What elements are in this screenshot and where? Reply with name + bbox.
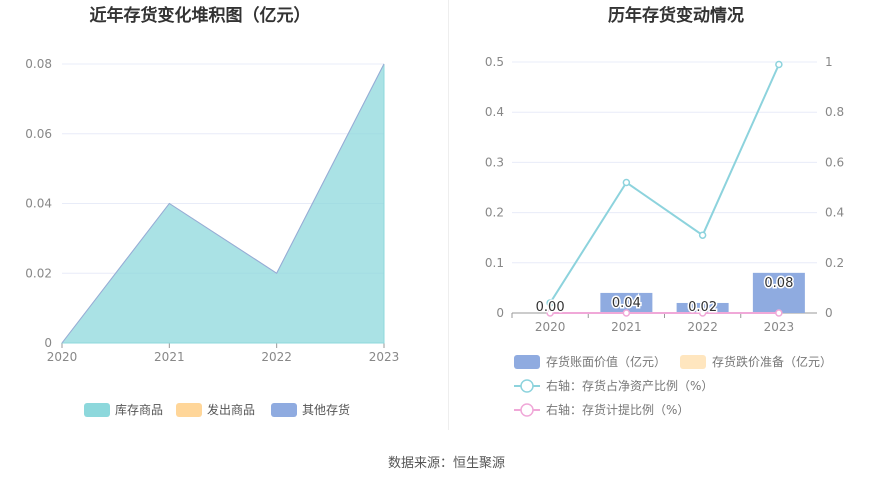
- y-tick-label: 0.06: [25, 127, 52, 141]
- line-point: [546, 309, 554, 317]
- y-tick-label: 0.04: [25, 197, 52, 211]
- area-series: [61, 63, 385, 344]
- right-y-tick-label: 0.8: [825, 105, 844, 119]
- left-y-tick-label: 0.3: [485, 155, 504, 169]
- line-point: [622, 178, 631, 187]
- right-y-tick-label: 0.2: [825, 256, 844, 270]
- left-chart-title: 近年存货变化堆积图（亿元）: [90, 5, 311, 26]
- left-y-tick-label: 0.1: [485, 256, 504, 270]
- bar-data-label: 0.00: [536, 300, 565, 315]
- bar-data-label: 0.04: [612, 296, 641, 311]
- x-tick-label: 2023: [369, 350, 400, 364]
- right-bar-line-chart: 0 0 0.1 0.2 0.2 0.4 0.3 0.6 0.4 0.8 0.5 1 2020 2021 20…: [485, 55, 844, 417]
- panel-divider: [448, 0, 449, 430]
- x-tick-label: 2021: [154, 350, 185, 364]
- legend-label: 存货账面价值（亿元）: [546, 354, 666, 369]
- x-tick-label: 2022: [261, 350, 292, 364]
- line-point: [775, 309, 783, 317]
- line-point: [546, 299, 554, 307]
- legend-swatch: [176, 403, 202, 417]
- x-tick-label: 2023: [764, 320, 795, 334]
- legend-marker: [520, 403, 534, 417]
- legend-label: 发出商品: [207, 402, 255, 417]
- right-chart-title: 历年存货变动情况: [608, 5, 744, 26]
- line-point: [698, 309, 707, 317]
- bar: [752, 272, 805, 313]
- left-y-tick-label: 0.4: [485, 105, 504, 119]
- legend-label: 存货跌价准备（亿元）: [712, 354, 832, 369]
- line-point: [622, 309, 631, 317]
- x-tick-label: 2022: [687, 320, 718, 334]
- x-tick-label: 2021: [611, 320, 642, 334]
- x-tick-label: 2020: [47, 350, 78, 364]
- series-line: [549, 64, 780, 304]
- left-y-tick-label: 0.2: [485, 206, 504, 220]
- left-y-tick-label: 0.5: [485, 55, 504, 69]
- right-y-tick-label: 0.4: [825, 206, 844, 220]
- y-tick-label: 0: [44, 336, 52, 350]
- legend-marker: [520, 379, 534, 393]
- bar-data-label: 0.08: [764, 276, 793, 291]
- y-tick-label: 0.08: [25, 57, 52, 71]
- legend-swatch: [271, 403, 297, 417]
- legend-swatch: [84, 403, 110, 417]
- left-area-chart: 0 0.02 0.04 0.06 0.08 2020 2021 2022 2023 库存商品 发出商…: [25, 57, 399, 417]
- bar-data-label: 0.02: [688, 300, 717, 315]
- legend-label: 右轴：存货计提比例（%）: [546, 402, 689, 417]
- bar: [600, 292, 653, 313]
- left-y-tick-label: 0: [496, 306, 504, 320]
- line-point: [775, 60, 783, 69]
- legend-label: 其他存货: [302, 402, 350, 417]
- right-y-tick-label: 0: [825, 306, 833, 320]
- x-tick-label: 2020: [535, 320, 566, 334]
- legend-swatch: [680, 355, 706, 369]
- y-tick-label: 0.02: [25, 266, 52, 280]
- legend-label: 库存商品: [115, 402, 163, 417]
- legend-label: 右轴：存货占净资产比例（%）: [546, 378, 713, 393]
- bar: [676, 302, 729, 313]
- right-y-tick-label: 0.6: [825, 155, 844, 169]
- data-source: 数据来源：恒生聚源: [387, 456, 505, 471]
- legend-swatch: [514, 355, 540, 369]
- line-point: [698, 231, 707, 239]
- right-y-tick-label: 1: [825, 55, 833, 69]
